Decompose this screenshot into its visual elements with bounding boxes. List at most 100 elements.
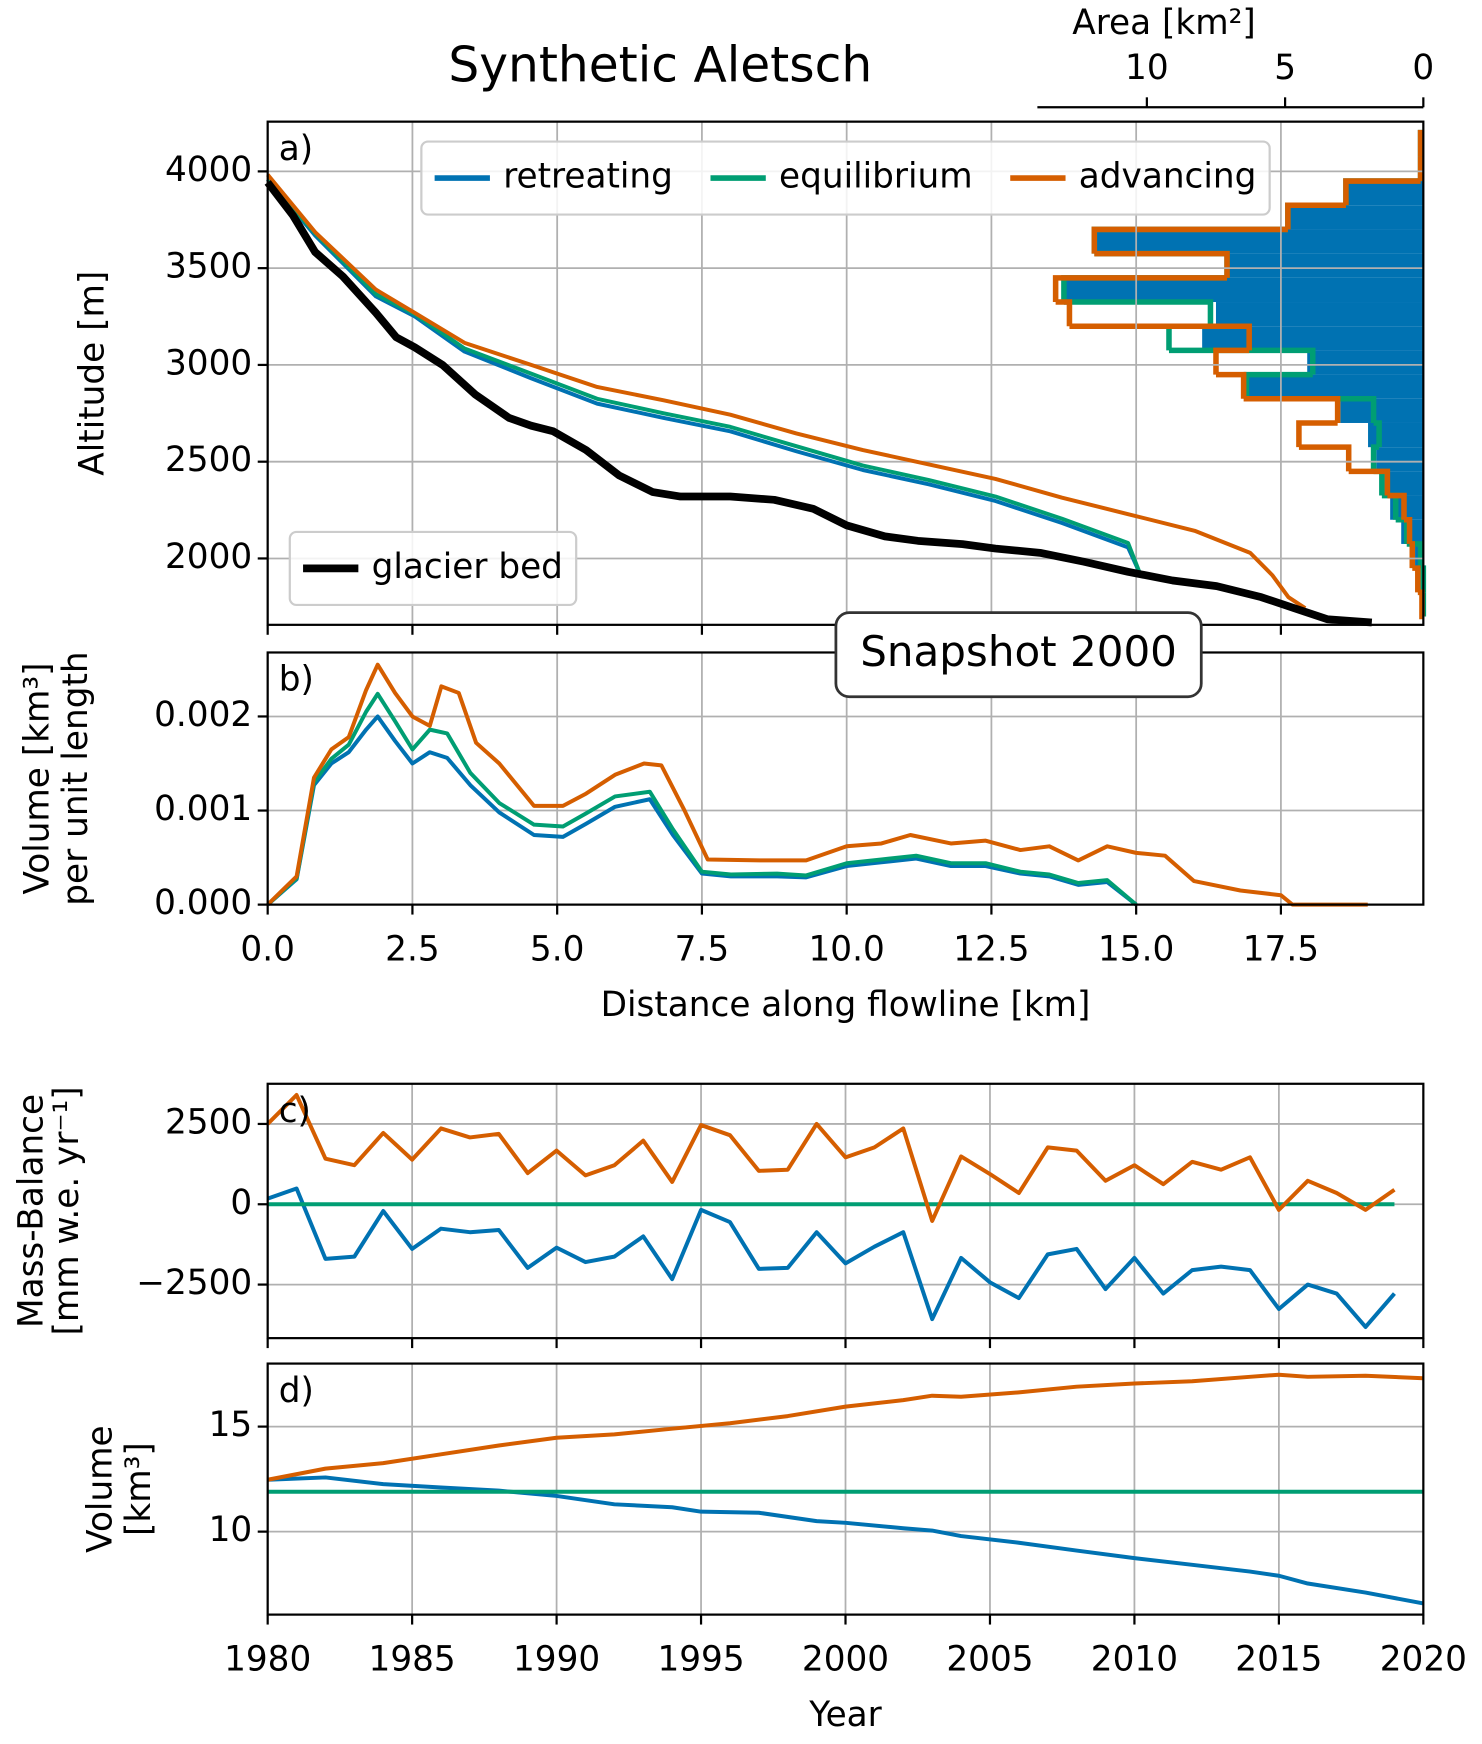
x-tick-label: 2015 bbox=[1235, 1640, 1322, 1680]
histogram-bar bbox=[1340, 398, 1424, 423]
overlay-layer: 10 5 0 Area [km²] a) Altitude [m] b) Volume [km… bbox=[12, 3, 1435, 1735]
y-axis-label: Volume [km³] bbox=[17, 663, 57, 895]
x-axis-label: Distance along flowline [km] bbox=[601, 985, 1091, 1025]
y-tick-label: 0 bbox=[230, 1183, 252, 1223]
histogram-step bbox=[1063, 299, 1214, 327]
y-tick-label: 3000 bbox=[165, 343, 252, 383]
series-line bbox=[266, 691, 1138, 907]
series-line bbox=[266, 177, 1142, 574]
histogram-step bbox=[1381, 492, 1399, 520]
histogram-step bbox=[1243, 396, 1341, 423]
plot-frame bbox=[266, 1082, 1425, 1340]
histogram-step bbox=[1215, 371, 1247, 399]
y-tick-label: 2500 bbox=[165, 1102, 252, 1142]
histogram-bar bbox=[1202, 326, 1424, 351]
series-line bbox=[266, 177, 1142, 574]
y-tick-label: 0.001 bbox=[154, 789, 252, 829]
histogram-bar bbox=[1368, 422, 1424, 448]
histogram-step bbox=[1052, 275, 1228, 303]
x-tick-label: 15.0 bbox=[1098, 930, 1174, 970]
x-tick-label: 2005 bbox=[946, 1640, 1033, 1680]
histogram-bar bbox=[1094, 229, 1424, 254]
x-tick-label: 2020 bbox=[1380, 1640, 1467, 1680]
x-tick-label: 1990 bbox=[513, 1640, 600, 1680]
y-tick-label: 0.002 bbox=[154, 695, 252, 735]
series-line bbox=[266, 173, 1307, 610]
x-tick-label: 0 bbox=[1412, 48, 1434, 88]
legend-box bbox=[420, 140, 1271, 216]
y-axis-label: Volume bbox=[80, 1425, 120, 1552]
y-tick-label: 15 bbox=[209, 1405, 253, 1445]
y-axis-label: Mass-Balance bbox=[12, 1094, 52, 1328]
histogram-step bbox=[1069, 323, 1252, 351]
histogram-bar bbox=[1384, 471, 1424, 496]
histogram-step bbox=[1285, 202, 1346, 230]
panel-label: d) bbox=[279, 1371, 314, 1411]
y-tick-label: 0.000 bbox=[154, 883, 252, 923]
series-line bbox=[266, 662, 1368, 907]
x-tick-label: 5.0 bbox=[530, 930, 585, 970]
histogram-step bbox=[1409, 541, 1416, 569]
series-line bbox=[267, 1186, 1396, 1329]
annotation-box bbox=[834, 611, 1203, 699]
y-tick-label: 10 bbox=[209, 1510, 253, 1550]
legend-label: glacier bed bbox=[372, 547, 563, 587]
x-tick-label: 2010 bbox=[1091, 1640, 1178, 1680]
panel: 0.0 2.5 5.0 7.5 10.0 12.5 15.0 17.5 0.000 0.001 0.… bbox=[154, 652, 1424, 970]
chart-title: Synthetic Aletsch bbox=[448, 38, 872, 94]
x-tick-label: 2.5 bbox=[385, 930, 440, 970]
histogram-step bbox=[1213, 347, 1250, 375]
histogram-step bbox=[1296, 420, 1338, 448]
histogram-bar bbox=[1243, 374, 1424, 399]
histogram-bar bbox=[1376, 447, 1424, 472]
series-line bbox=[267, 1372, 1424, 1482]
series-line bbox=[264, 180, 1373, 627]
annotation-text: Snapshot 2000 bbox=[860, 627, 1177, 676]
x-tick-label: 5 bbox=[1274, 48, 1296, 88]
series-line bbox=[266, 714, 1138, 907]
histogram-step bbox=[1094, 250, 1230, 278]
panel-label: c) bbox=[279, 1091, 311, 1131]
panel-label: b) bbox=[279, 660, 314, 700]
histogram-bar bbox=[1345, 181, 1424, 206]
x-tick-label: 1985 bbox=[369, 1640, 456, 1680]
histogram-step bbox=[1412, 565, 1421, 593]
panel: −2500 0 2500 bbox=[136, 1083, 1425, 1349]
y-tick-label: 3500 bbox=[165, 247, 252, 287]
legend-box bbox=[288, 530, 578, 607]
histogram-step bbox=[1168, 347, 1316, 375]
histogram-bar bbox=[1063, 277, 1424, 303]
x-tick-label: 0.0 bbox=[240, 930, 295, 970]
y-axis-label: Altitude [m] bbox=[73, 271, 113, 476]
x-tick-label: 10 bbox=[1125, 48, 1169, 88]
histogram bbox=[1052, 129, 1427, 620]
x-tick-label: 1980 bbox=[224, 1640, 311, 1680]
histogram-step bbox=[1373, 468, 1385, 496]
x-tick-label: 2000 bbox=[802, 1640, 889, 1680]
histogram-bar bbox=[1215, 302, 1424, 327]
histogram-bar bbox=[1287, 205, 1424, 230]
lines-layer: 2000 2500 3000 3500 4000 0.0 2.5 5.0 7.5 10.0 12.5… bbox=[136, 121, 1467, 1680]
x-tick-label: 12.5 bbox=[953, 930, 1029, 970]
histogram-step bbox=[1343, 178, 1421, 206]
x-tick-label: 17.5 bbox=[1243, 930, 1319, 970]
legend: glacier bed bbox=[288, 530, 578, 607]
y-axis-label: per unit length bbox=[56, 651, 96, 905]
y-tick-label: 2500 bbox=[165, 440, 252, 480]
histogram-step bbox=[1055, 299, 1073, 327]
legend-label: retreating bbox=[503, 157, 673, 197]
x-axis-label: Year bbox=[808, 1695, 882, 1735]
panel: 1980 1985 1990 1995 2000 2005 2010 2015 2020 10 15 bbox=[209, 1363, 1467, 1680]
series-line bbox=[266, 1093, 1396, 1223]
panel-label: a) bbox=[279, 129, 313, 169]
plot-frame bbox=[266, 1362, 1425, 1616]
y-axis-label: [km³] bbox=[119, 1442, 159, 1536]
y-tick-label: 4000 bbox=[165, 150, 252, 190]
histogram-step bbox=[1348, 468, 1391, 496]
histogram-step bbox=[1094, 250, 1230, 278]
x-tick-label: 10.0 bbox=[809, 930, 885, 970]
histogram-step bbox=[1091, 226, 1288, 254]
x-tick-label: 1995 bbox=[657, 1640, 744, 1680]
